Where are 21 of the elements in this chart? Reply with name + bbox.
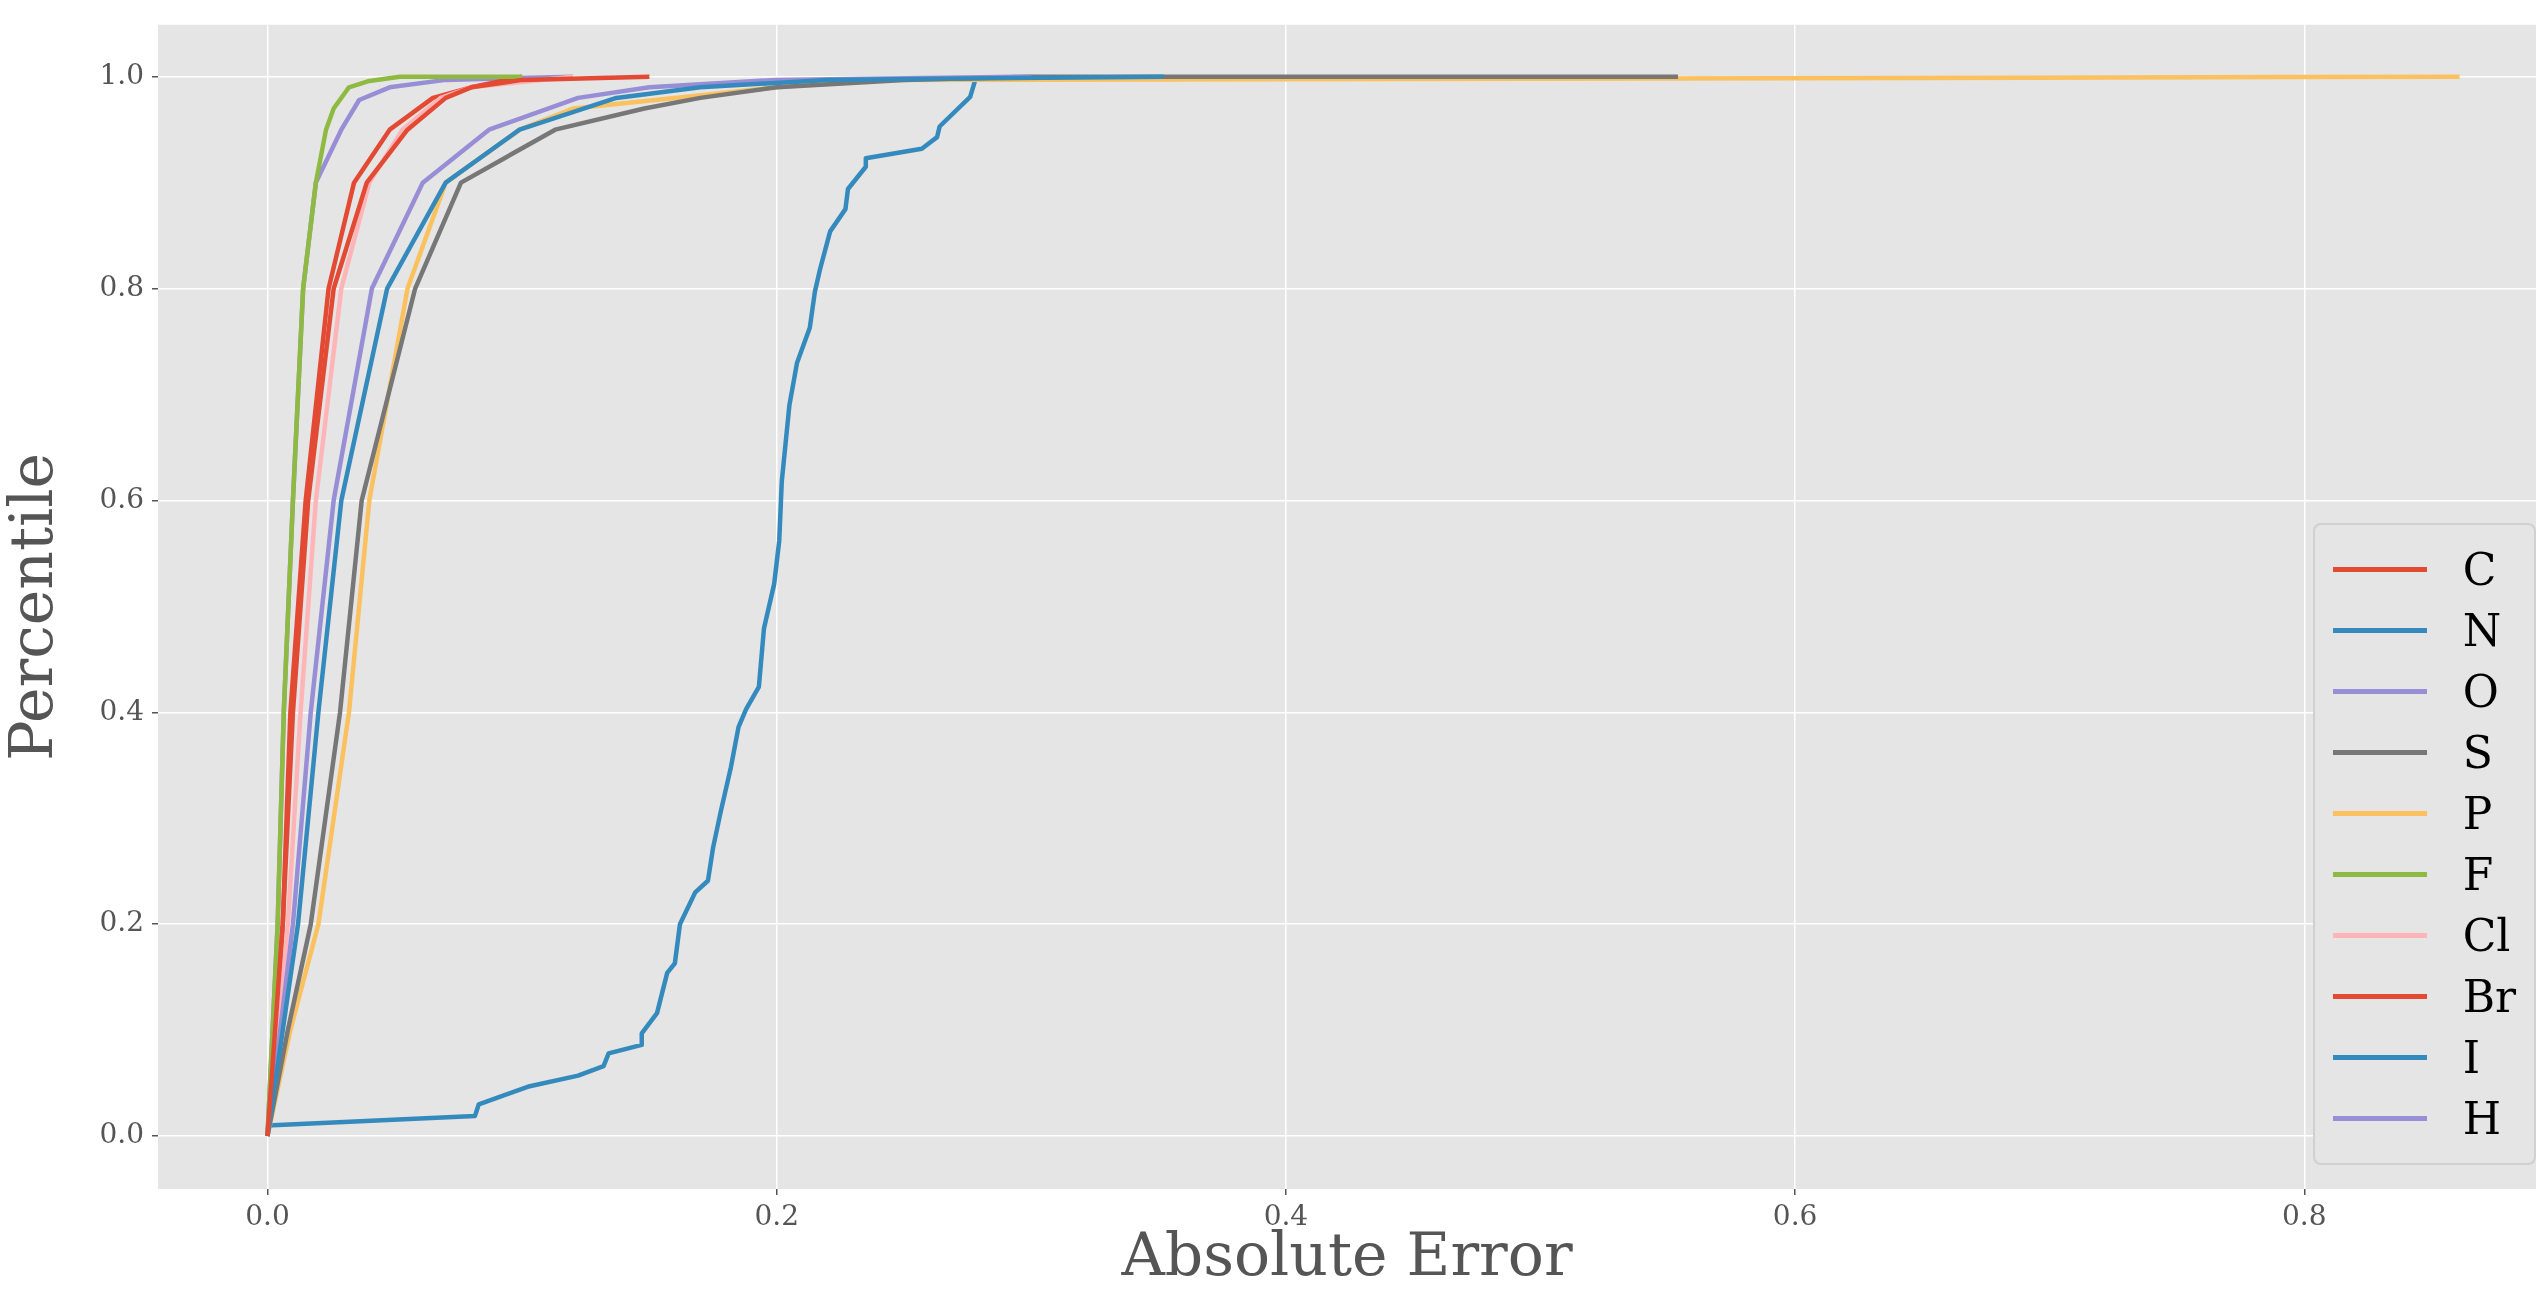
legend-label: N xyxy=(2462,605,2502,656)
legend-label: S xyxy=(2462,727,2493,778)
y-tick-label: 0.6 xyxy=(99,481,144,515)
x-tick-label: 0.0 xyxy=(245,1199,290,1233)
y-axis-title: Percentile xyxy=(0,453,66,761)
x-tick-label: 0.2 xyxy=(754,1199,799,1233)
legend-label: O xyxy=(2462,666,2499,717)
y-tick-label: 0.2 xyxy=(99,905,144,939)
legend-label: Cl xyxy=(2462,910,2511,961)
legend-label: Br xyxy=(2462,971,2516,1022)
y-tick-label: 0.0 xyxy=(99,1117,144,1151)
legend-label: C xyxy=(2462,544,2497,595)
y-tick-label: 1.0 xyxy=(99,57,144,91)
x-tick-label: 0.6 xyxy=(1772,1199,1818,1233)
legend-label: P xyxy=(2462,788,2493,839)
x-tick-label: 0.8 xyxy=(2282,1199,2327,1233)
y-tick-label: 0.8 xyxy=(99,269,144,303)
legend-label: F xyxy=(2462,849,2494,900)
y-tick-label: 0.4 xyxy=(99,693,144,727)
legend-label: H xyxy=(2462,1093,2501,1144)
legend-label: I xyxy=(2462,1032,2481,1083)
